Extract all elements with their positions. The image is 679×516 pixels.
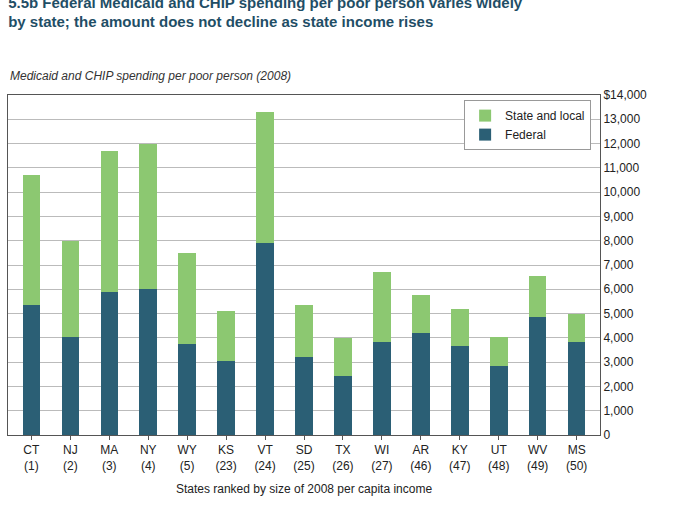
svg-text:8,000: 8,000 <box>603 234 633 248</box>
svg-text:State and local: State and local <box>505 109 584 123</box>
svg-text:12,000: 12,000 <box>603 137 640 151</box>
svg-text:9,000: 9,000 <box>603 210 633 224</box>
svg-text:Federal: Federal <box>505 128 546 142</box>
svg-text:6,000: 6,000 <box>603 282 633 296</box>
svg-text:10,000: 10,000 <box>603 185 640 199</box>
svg-text:4,000: 4,000 <box>603 331 633 345</box>
svg-text:UT(48): UT(48) <box>488 443 509 473</box>
svg-text:13,000: 13,000 <box>603 112 640 126</box>
svg-text:MA(3): MA(3) <box>100 443 118 473</box>
svg-text:MS(50): MS(50) <box>566 443 587 473</box>
svg-text:NJ(2): NJ(2) <box>63 443 78 473</box>
svg-text:$14,000: $14,000 <box>603 88 647 102</box>
svg-text:Medicaid and CHIP spending per: Medicaid and CHIP spending per poor pers… <box>10 69 291 83</box>
svg-text:7,000: 7,000 <box>603 258 633 272</box>
svg-text:3,000: 3,000 <box>603 355 633 369</box>
svg-text:KY(47): KY(47) <box>449 443 470 473</box>
svg-text:WI(27): WI(27) <box>371 443 392 473</box>
svg-text:CT(1): CT(1) <box>23 443 40 473</box>
svg-text:5,000: 5,000 <box>603 307 633 321</box>
svg-text:TX(26): TX(26) <box>332 443 353 473</box>
svg-text:VT(24): VT(24) <box>254 443 275 473</box>
svg-text:NY(4): NY(4) <box>140 443 157 473</box>
svg-text:0: 0 <box>603 428 610 442</box>
svg-text:5.5b Federal Medicaid and CHIP: 5.5b Federal Medicaid and CHIP spending … <box>8 0 523 30</box>
svg-text:KS(23): KS(23) <box>215 443 236 473</box>
svg-text:2,000: 2,000 <box>603 380 633 394</box>
svg-text:SD(25): SD(25) <box>293 443 314 473</box>
svg-text:1,000: 1,000 <box>603 404 633 418</box>
svg-text:WV(49): WV(49) <box>527 443 548 473</box>
svg-text:11,000: 11,000 <box>603 161 639 175</box>
svg-text:AR(46): AR(46) <box>410 443 431 473</box>
svg-text:States ranked by size of 2008: States ranked by size of 2008 per capita… <box>176 482 432 496</box>
svg-text:WY(5): WY(5) <box>177 443 196 473</box>
